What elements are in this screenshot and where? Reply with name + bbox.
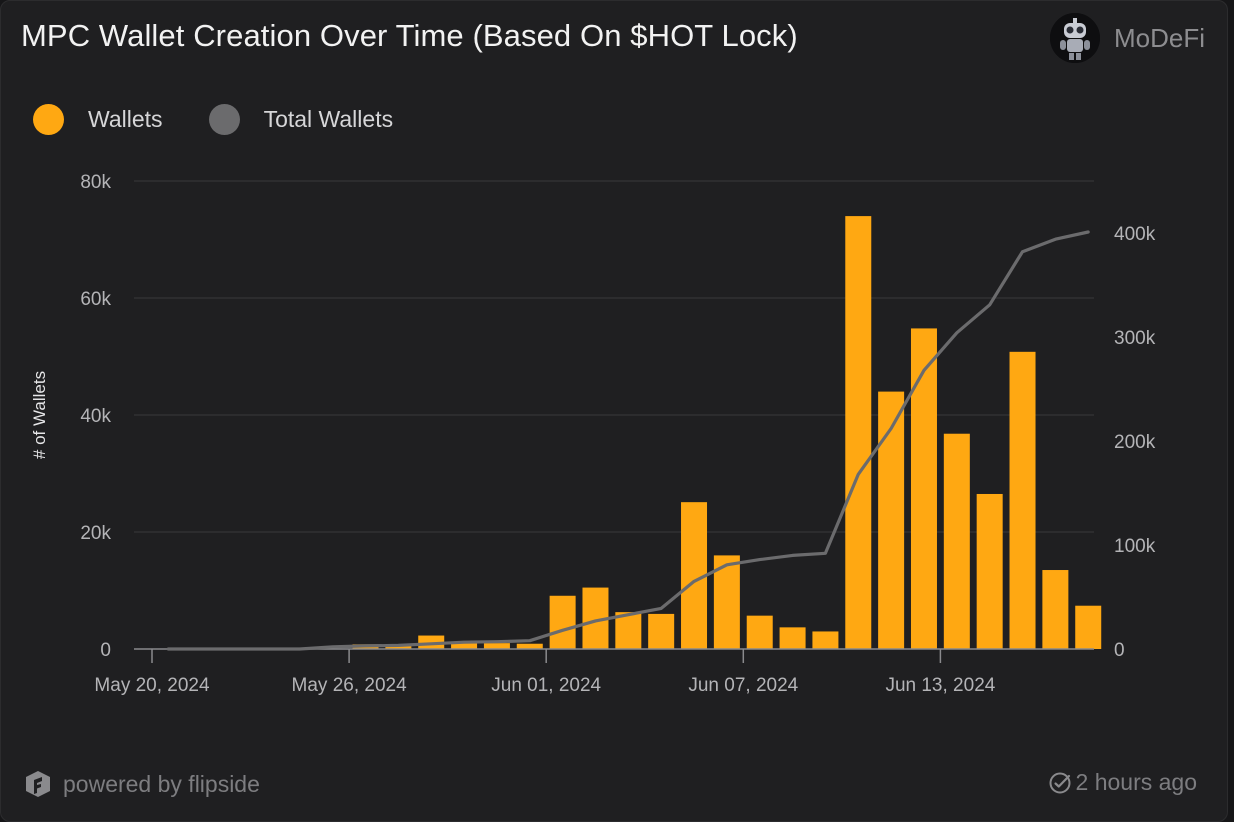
bar-wallets — [615, 612, 642, 649]
last-updated: 2 hours ago — [1048, 769, 1197, 796]
updated-time-text: 2 hours ago — [1075, 769, 1197, 795]
bar-wallets — [483, 643, 510, 649]
bar-wallets — [1009, 351, 1036, 649]
chart-title: MPC Wallet Creation Over Time (Based On … — [21, 18, 798, 53]
x-axis-tick-label: May 20, 2024 — [94, 675, 210, 696]
bar-wallets — [976, 493, 1003, 649]
y-axis-tick-label: 40k — [80, 406, 111, 427]
y2-axis-tick-label: 200k — [1114, 432, 1156, 453]
legend-label-wallets: Wallets — [88, 106, 163, 132]
flipside-branding[interactable]: powered by flipside — [23, 769, 260, 799]
y2-axis-tick-label: 0 — [1114, 640, 1125, 661]
y-axis-tick-label: 80k — [80, 172, 111, 193]
bar-wallets — [516, 643, 543, 649]
bar-wallets — [812, 631, 839, 649]
legend-label-total-wallets: Total Wallets — [263, 106, 394, 132]
powered-by-text: powered by flipside — [63, 770, 260, 797]
y-axis-tick-label: 0 — [100, 640, 111, 661]
y-axis-tick-label: 20k — [80, 523, 111, 544]
y2-axis-tick-label: 100k — [1114, 536, 1156, 557]
bar-wallets — [943, 433, 970, 649]
author-name: MoDeFi — [1113, 22, 1205, 53]
legend-swatch-total-wallets — [208, 104, 240, 135]
x-axis-tick-label: May 26, 2024 — [292, 675, 408, 696]
y-axis-tick-label: 60k — [80, 289, 111, 310]
bar-wallets — [451, 641, 478, 649]
line-total-wallets — [166, 230, 1090, 651]
bar-wallets — [746, 615, 773, 649]
bar-wallets — [878, 391, 905, 649]
check-circle-icon — [1049, 772, 1071, 793]
legend-swatch-wallets — [33, 104, 64, 135]
robot-avatar-icon — [1049, 13, 1100, 63]
y2-axis-tick-label: 400k — [1114, 224, 1156, 245]
bar-wallets — [910, 328, 937, 649]
flipside-logo-icon — [26, 771, 50, 797]
chart-plot-area: 0 20k 40k 60k 80k 0 100k 200k 300k 400k # of Walle… — [30, 172, 1156, 696]
bar-wallets — [845, 216, 872, 649]
legend-item-wallets[interactable]: Wallets — [33, 104, 163, 135]
legend-item-total-wallets[interactable]: Total Wallets — [208, 104, 394, 135]
x-axis-tick-label: Jun 07, 2024 — [688, 675, 798, 696]
bar-wallets — [713, 555, 740, 649]
bar-wallets — [1042, 570, 1069, 649]
x-axis-tick-label: Jun 01, 2024 — [491, 675, 601, 696]
author-badge[interactable]: MoDeFi — [1049, 13, 1205, 63]
bar-wallets — [648, 613, 675, 649]
bar-wallets — [779, 627, 806, 649]
y-axis-title: # of Wallets — [30, 371, 49, 459]
y2-axis-tick-label: 300k — [1114, 328, 1156, 349]
chart-legend: Wallets Total Wallets — [33, 104, 439, 135]
bar-wallets — [549, 595, 576, 649]
bar-wallets — [1075, 605, 1102, 649]
x-axis-tick-label: Jun 13, 2024 — [885, 675, 995, 696]
